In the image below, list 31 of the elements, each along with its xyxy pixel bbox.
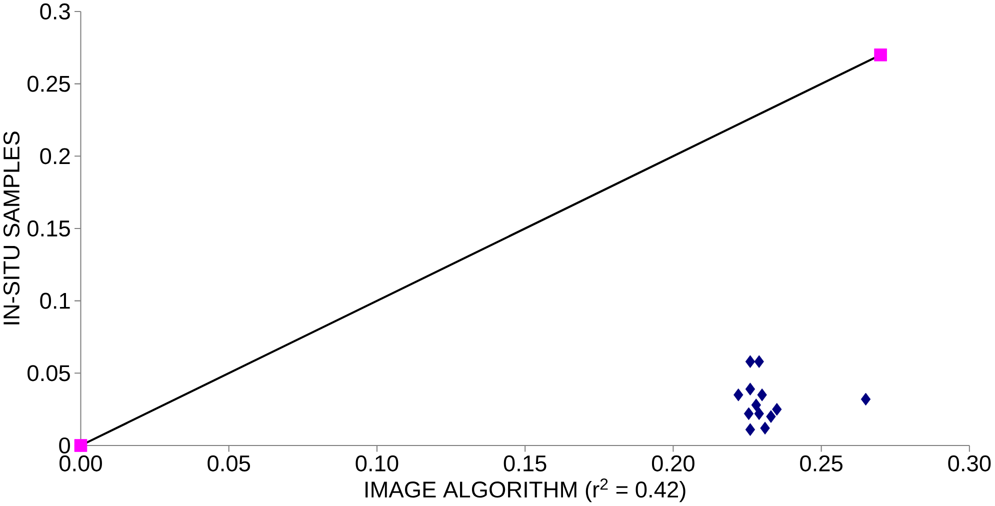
point: [74, 439, 88, 452]
x-tick-label: 0.25: [800, 456, 842, 472]
point: [757, 388, 767, 402]
point: [744, 407, 754, 420]
x-axis-title: IMAGE ALGORITHM (r$^{2}$ = 0.42): [366, 478, 686, 502]
point: [874, 48, 887, 62]
point: [766, 410, 776, 424]
y-tick-label: 0.05: [28, 365, 70, 382]
point: [745, 355, 756, 368]
x-tick-label: 0.20: [652, 456, 694, 472]
x-tick-label: 0.30: [948, 456, 991, 472]
point: [734, 388, 744, 402]
y-tick-label: 0: [59, 438, 70, 454]
point: [754, 407, 764, 420]
point: [772, 403, 782, 416]
point: [760, 422, 770, 435]
point: [745, 382, 756, 396]
y-axis-title: IN-SITU SAMPLES: [3, 132, 20, 325]
point: [860, 392, 871, 406]
y-tick-label: 0.2: [40, 148, 70, 164]
x-tick-label: 0.10: [356, 456, 398, 472]
x-tick-label: 0.15: [504, 456, 546, 472]
y-tick-label: 0.3: [40, 4, 70, 20]
point: [754, 355, 764, 368]
y-tick-label: 0.1: [40, 292, 70, 310]
y-tick-label: 0.15: [28, 220, 70, 237]
point: [751, 398, 762, 412]
y-tick-label: 0.25: [28, 76, 70, 92]
point: [745, 423, 756, 436]
x-tick-label: 0.05: [208, 456, 250, 472]
x-tick-label: 0.00: [60, 456, 102, 472]
